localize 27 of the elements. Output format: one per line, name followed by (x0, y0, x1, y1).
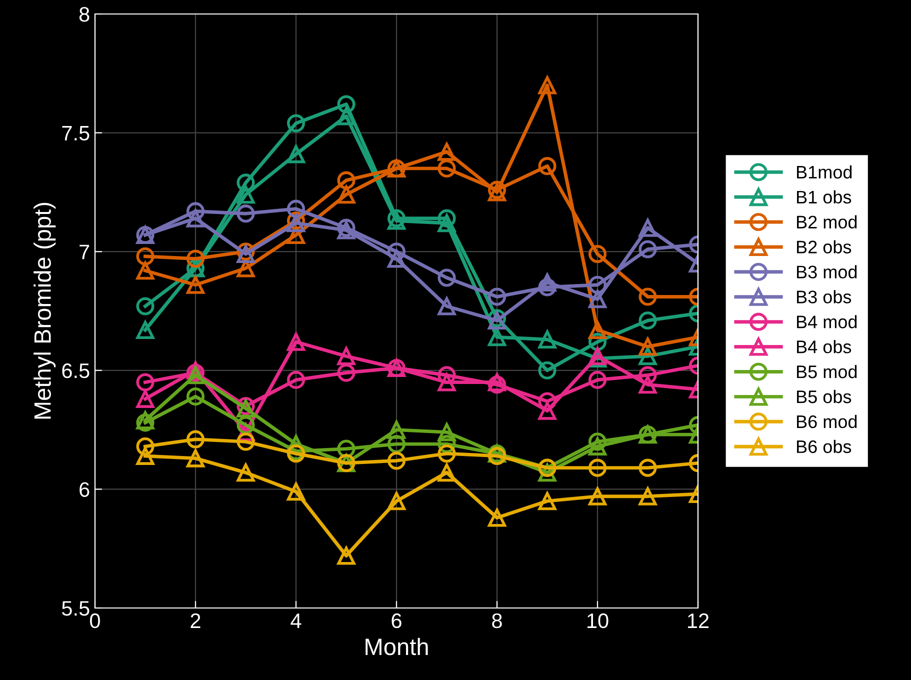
x-tick-label: 4 (290, 614, 302, 628)
y-tick-label: 6.5 (62, 363, 90, 378)
x-tick-label: 12 (688, 613, 709, 628)
x-tick-label: 2 (190, 613, 200, 628)
y-tick-label: 5.5 (62, 601, 90, 616)
legend-label: B2 obs (797, 240, 852, 254)
x-tick-label: 0 (90, 613, 100, 628)
y-tick-label: 7 (80, 244, 90, 260)
legend-label: B5 obs (797, 390, 852, 404)
legend-label: B3 obs (797, 290, 852, 304)
y-axis-title: Methyl Bromide (ppt) (34, 202, 56, 419)
legend-label: B1 obs (797, 190, 852, 204)
y-tick-label: 8 (79, 7, 90, 22)
y-tick-label: 7.5 (62, 126, 90, 141)
x-tick-label: 10 (588, 613, 608, 628)
legend-label: B6 obs (797, 440, 852, 454)
legend-label: B4 obs (797, 340, 852, 354)
legend-label: B5 mod (797, 364, 857, 378)
y-tick-label: 6 (80, 482, 90, 497)
legend-label: B2 mod (797, 215, 857, 228)
x-tick-label: 6 (392, 613, 402, 628)
legend-label: B6 mod (797, 414, 857, 428)
x-axis-title: Month (366, 638, 428, 656)
legend-label: B3 mod (797, 265, 857, 278)
legend-label: B4 mod (797, 315, 857, 328)
x-tick-label: 8 (492, 613, 502, 628)
legend-label: B1mod (797, 165, 852, 179)
